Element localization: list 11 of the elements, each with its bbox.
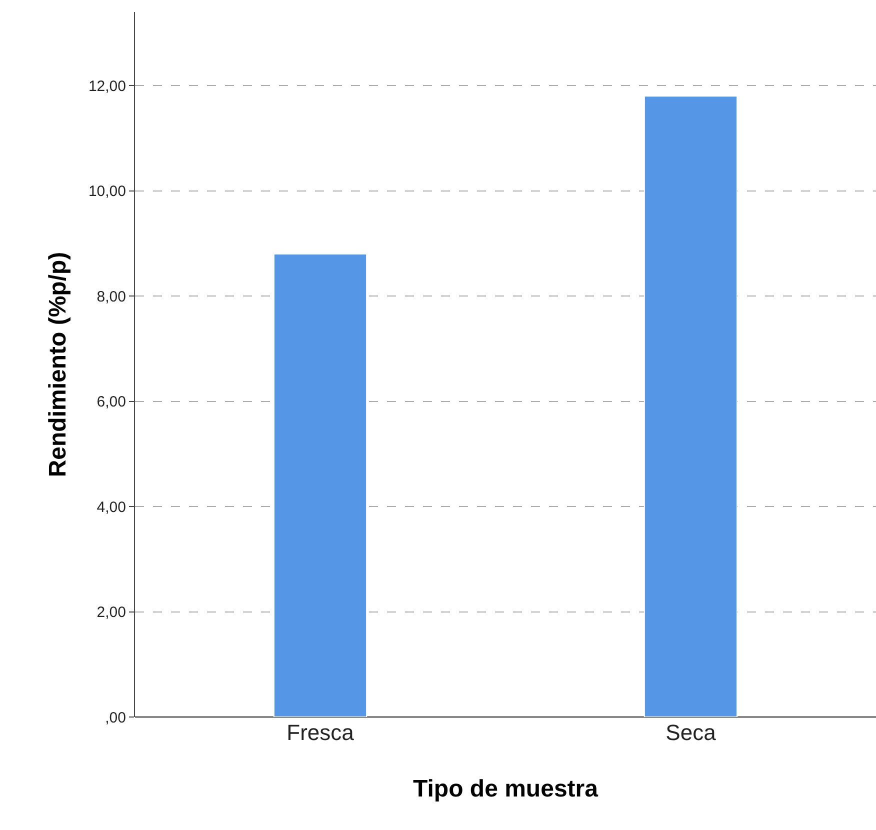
x-tick-label: Fresca — [286, 720, 355, 745]
y-tick-label: ,00 — [105, 709, 126, 726]
y-tick-label: 8,00 — [96, 288, 126, 306]
y-tick-label: 4,00 — [96, 498, 126, 516]
y-tick-label: 2,00 — [96, 604, 126, 622]
x-tick-label: Seca — [666, 720, 717, 745]
y-tick-label: 6,00 — [96, 394, 126, 411]
y-axis-title: Rendimiento (%p/p) — [44, 252, 72, 478]
y-tick-label: 12,00 — [88, 78, 126, 95]
x-axis-title: Tipo de muestra — [413, 775, 599, 802]
y-tick-label: 10,00 — [88, 183, 126, 200]
